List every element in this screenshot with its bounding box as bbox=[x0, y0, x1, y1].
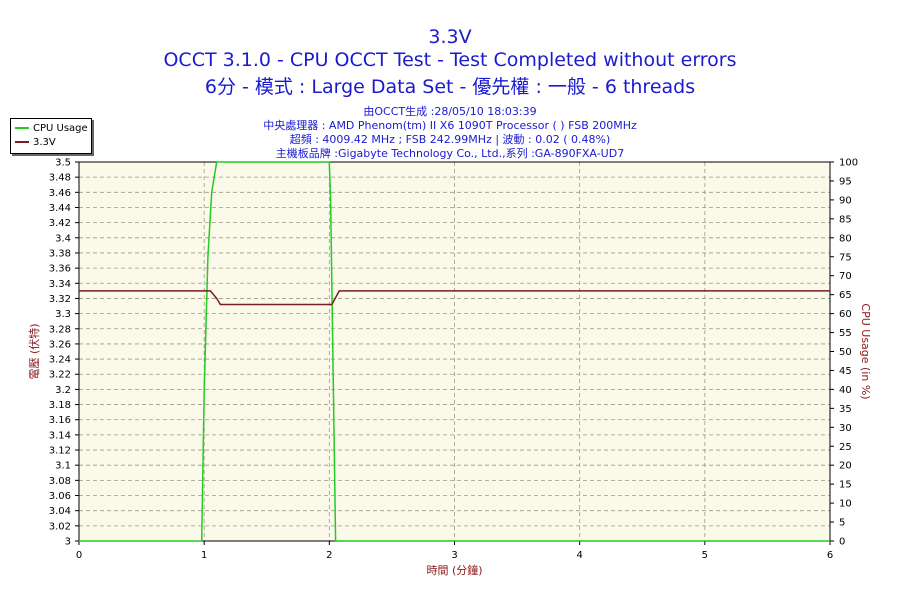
tick-label-left: 3.28 bbox=[49, 324, 71, 335]
legend-label-volt: 3.3V bbox=[33, 137, 56, 148]
tick-label-right: 40 bbox=[839, 385, 852, 396]
info-motherboard: 主機板品牌 :Gigabyte Technology Co., Ltd.,系列 … bbox=[275, 147, 625, 160]
tick-label-right: 30 bbox=[839, 423, 852, 434]
tick-label-left: 3.12 bbox=[49, 446, 71, 457]
tick-label-left: 3.42 bbox=[49, 218, 71, 229]
info-generated: 由OCCT生成 :28/05/10 18:03:39 bbox=[363, 105, 537, 118]
tick-label-right: 60 bbox=[839, 309, 852, 320]
chart-title: 3.3V bbox=[428, 26, 472, 48]
tick-label-left: 3.3 bbox=[55, 309, 71, 320]
tick-label-left: 3.48 bbox=[49, 173, 71, 184]
tick-label-left: 3.14 bbox=[49, 430, 71, 441]
tick-label-left: 3.18 bbox=[49, 400, 71, 411]
tick-label-left: 3.08 bbox=[49, 476, 71, 487]
tick-label-right: 5 bbox=[839, 518, 845, 529]
tick-label-left: 3.46 bbox=[49, 188, 71, 199]
info-cpu: 中央處理器 : AMD Phenom(tm) II X6 1090T Proce… bbox=[263, 119, 637, 132]
tick-label-x: 1 bbox=[201, 550, 207, 561]
tick-label-right: 10 bbox=[839, 499, 852, 510]
tick-label-right: 20 bbox=[839, 461, 852, 472]
tick-label-x: 6 bbox=[827, 550, 833, 561]
tick-label-x: 3 bbox=[451, 550, 457, 561]
tick-label-right: 50 bbox=[839, 347, 852, 358]
tick-label-x: 4 bbox=[576, 550, 582, 561]
tick-label-right: 85 bbox=[839, 214, 852, 225]
tick-label-right: 25 bbox=[839, 442, 852, 453]
tick-label-left: 3.38 bbox=[49, 248, 71, 259]
tick-label-right: 90 bbox=[839, 195, 852, 206]
tick-label-x: 0 bbox=[76, 550, 82, 561]
tick-label-right: 65 bbox=[839, 290, 852, 301]
legend-label-cpu: CPU Usage bbox=[33, 123, 88, 134]
tick-label-left: 3.44 bbox=[49, 203, 71, 214]
tick-label-left: 3.4 bbox=[55, 233, 71, 244]
info-overclock: 超頻 : 4009.42 MHz ; FSB 242.99MHz | 波動 : … bbox=[289, 133, 611, 146]
x-axis-label: 時間 (分鐘) bbox=[426, 563, 482, 577]
legend-item-cpu: CPU Usage bbox=[15, 122, 88, 136]
tick-label-left: 3.36 bbox=[49, 264, 71, 275]
legend: CPU Usage 3.3V bbox=[10, 118, 92, 154]
tick-label-left: 3.32 bbox=[49, 294, 71, 305]
tick-label-x: 5 bbox=[702, 550, 708, 561]
tick-label-left: 3.02 bbox=[49, 521, 71, 532]
tick-label-right: 45 bbox=[839, 366, 852, 377]
legend-swatch-volt bbox=[15, 141, 29, 143]
tick-label-right: 100 bbox=[839, 158, 858, 169]
tick-label-right: 55 bbox=[839, 328, 852, 339]
tick-label-left: 3 bbox=[65, 537, 71, 548]
tick-label-left: 3.04 bbox=[49, 506, 71, 517]
y-axis-label-right: CPU Usage (in %) bbox=[859, 303, 872, 399]
tick-label-left: 3.26 bbox=[49, 339, 71, 350]
series-line-3v3 bbox=[79, 290, 830, 306]
legend-item-volt: 3.3V bbox=[15, 136, 56, 150]
tick-label-right: 35 bbox=[839, 404, 852, 415]
chart-subtitle-test: OCCT 3.1.0 - CPU OCCT Test - Test Comple… bbox=[163, 49, 737, 71]
tick-label-right: 15 bbox=[839, 480, 852, 491]
legend-swatch-cpu bbox=[15, 127, 29, 129]
tick-label-right: 80 bbox=[839, 233, 852, 244]
tick-label-left: 3.1 bbox=[55, 461, 71, 472]
tick-label-left: 3.5 bbox=[55, 158, 71, 169]
tick-label-left: 3.34 bbox=[49, 279, 71, 290]
tick-label-left: 3.2 bbox=[55, 385, 71, 396]
tick-label-x: 2 bbox=[326, 550, 332, 561]
tick-label-left: 3.16 bbox=[49, 415, 71, 426]
tick-label-left: 3.22 bbox=[49, 370, 71, 381]
series-line-cpu-usage bbox=[79, 161, 830, 542]
tick-label-right: 70 bbox=[839, 271, 852, 282]
tick-label-left: 3.24 bbox=[49, 355, 71, 366]
tick-label-right: 95 bbox=[839, 176, 852, 187]
tick-label-right: 0 bbox=[839, 537, 845, 548]
tick-label-left: 3.06 bbox=[49, 491, 71, 502]
chart-subtitle-mode: 6分 - 模式 : Large Data Set - 優先權 : 一般 - 6 … bbox=[204, 76, 696, 98]
tick-label-right: 75 bbox=[839, 252, 852, 263]
y-axis-label-left: 電壓 (伏特) bbox=[27, 323, 41, 379]
